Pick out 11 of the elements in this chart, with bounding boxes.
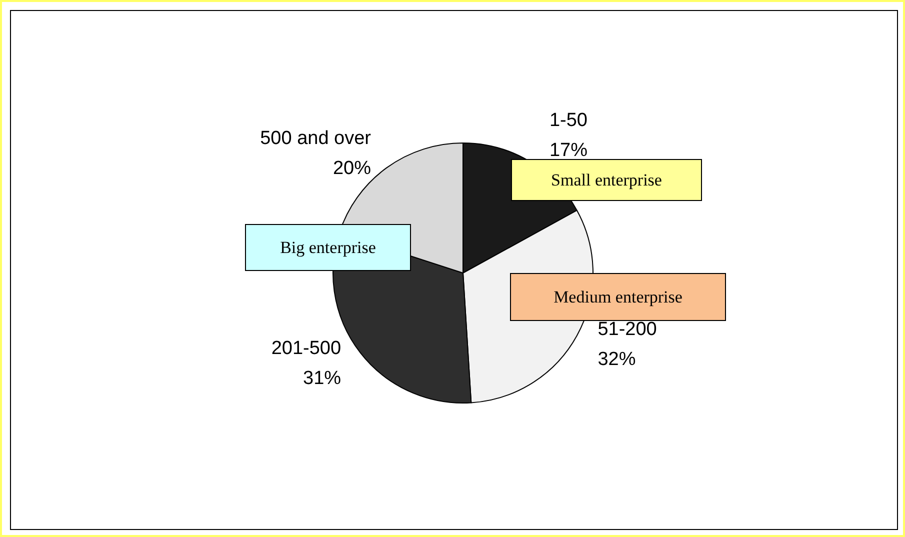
data-label: 17% — [549, 140, 588, 161]
data-label: 20% — [332, 158, 372, 179]
text: Big enterprise — [280, 238, 376, 257]
data-label: 31% — [303, 368, 342, 390]
slice-label: 201-500 — [271, 338, 342, 360]
slice-label: 500 and over — [260, 128, 372, 149]
text: Medium enterprise — [554, 288, 682, 306]
data-label: 32% — [598, 348, 636, 370]
slice-label: 51-200 — [598, 318, 657, 340]
text: Small enterprise — [551, 170, 662, 190]
slice-label: 1-50 — [549, 110, 588, 131]
